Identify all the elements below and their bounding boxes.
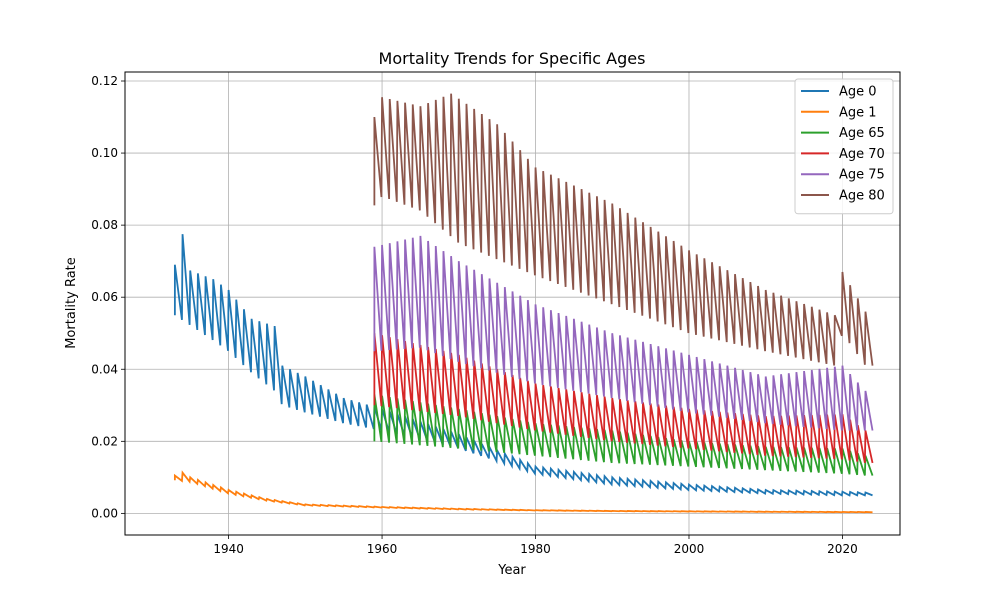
y-axis-ticks: 0.00 0.02 0.04 0.06 0.08 0.10 0.12 bbox=[91, 74, 125, 520]
y-tick-label: 0.00 bbox=[91, 506, 118, 520]
series-line-age-75 bbox=[373, 235, 874, 431]
x-axis-ticks: 1940 1960 1980 2000 2020 bbox=[213, 535, 858, 556]
x-tick-label: 1980 bbox=[520, 542, 551, 556]
legend-label: Age 75 bbox=[839, 168, 885, 183]
legend-label: Age 70 bbox=[839, 147, 885, 162]
legend-label: Age 80 bbox=[839, 189, 885, 204]
y-tick-label: 0.02 bbox=[91, 434, 118, 448]
x-tick-label: 1940 bbox=[213, 542, 244, 556]
y-tick-label: 0.04 bbox=[91, 362, 118, 376]
x-tick-label: 1960 bbox=[367, 542, 398, 556]
series-line-age-0 bbox=[173, 234, 873, 497]
legend: Age 0 Age 1 Age 65 Age 70 Age 75 Age 80 bbox=[794, 78, 894, 215]
series-line-age-1 bbox=[173, 470, 873, 514]
chart-title: Mortality Trends for Specific Ages bbox=[379, 49, 646, 68]
x-axis-label: Year bbox=[497, 563, 526, 578]
y-tick-label: 0.06 bbox=[91, 290, 118, 304]
x-tick-label: 2020 bbox=[827, 542, 858, 556]
x-tick-label: 2000 bbox=[674, 542, 705, 556]
y-tick-label: 0.10 bbox=[91, 146, 118, 160]
plot-frame bbox=[124, 71, 901, 536]
series-lines bbox=[173, 93, 874, 514]
y-tick-label: 0.12 bbox=[91, 74, 118, 88]
y-axis-label: Mortality Rate bbox=[64, 257, 79, 349]
series-line-age-80 bbox=[373, 93, 874, 366]
legend-label: Age 0 bbox=[839, 85, 877, 100]
legend-label: Age 1 bbox=[839, 105, 877, 120]
y-tick-label: 0.08 bbox=[91, 218, 118, 232]
legend-label: Age 65 bbox=[839, 126, 885, 141]
